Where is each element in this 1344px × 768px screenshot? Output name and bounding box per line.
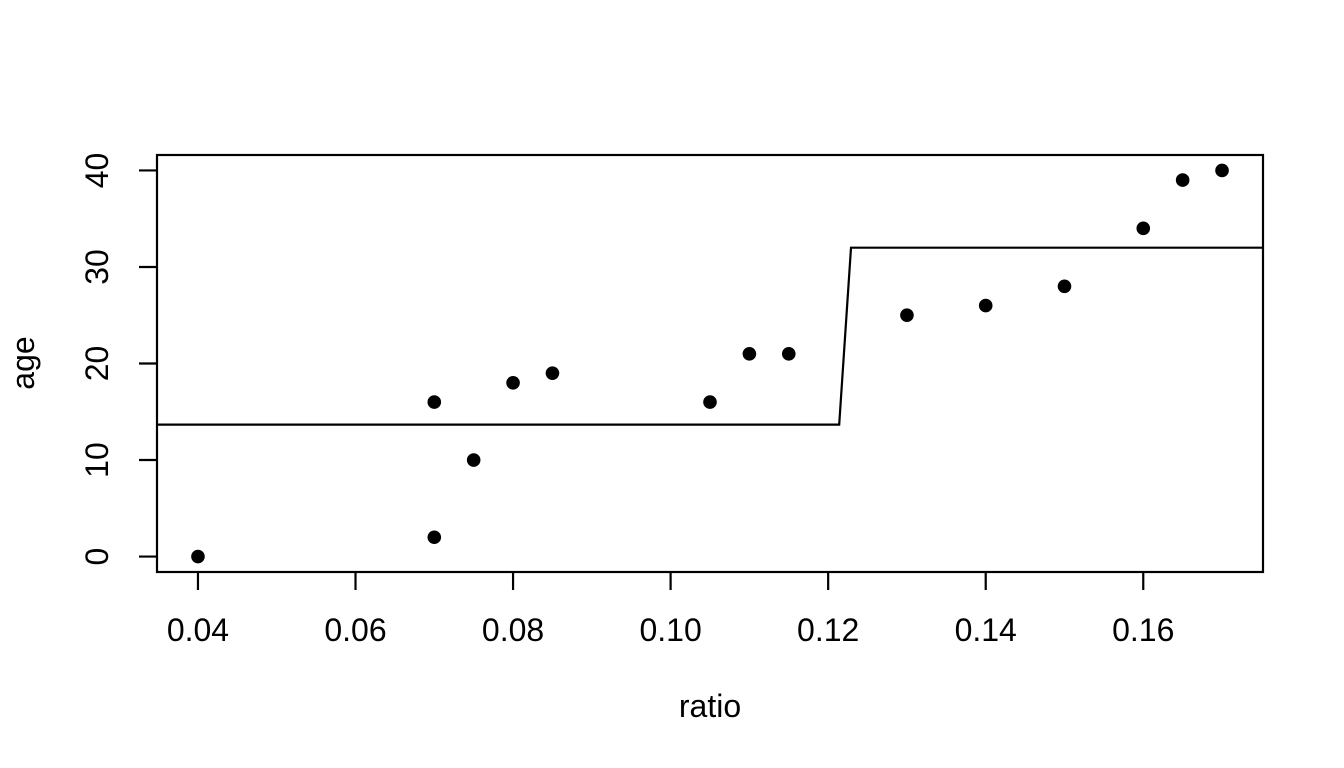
data-point	[191, 549, 205, 564]
x-axis-tick-label: 0.14	[955, 612, 1017, 648]
data-point	[742, 347, 757, 361]
data-point	[978, 298, 993, 313]
y-axis-tick-label: 40	[79, 153, 115, 189]
data-point	[506, 376, 520, 390]
data-point	[427, 530, 442, 545]
x-axis-tick-label: 0.10	[639, 612, 701, 648]
y-axis-tick-label: 20	[79, 346, 115, 382]
x-axis-tick-label: 0.04	[167, 612, 229, 648]
data-point	[703, 395, 717, 409]
y-axis-tick-label: 10	[79, 442, 115, 478]
x-axis-tick-label: 0.06	[324, 612, 386, 648]
y-axis-tick-label: 30	[79, 249, 115, 285]
data-point	[1136, 221, 1151, 236]
data-point	[427, 395, 442, 409]
data-point	[1215, 163, 1229, 178]
y-axis-title: age	[5, 336, 41, 389]
x-axis-tick-label: 0.16	[1112, 612, 1174, 648]
x-axis-title: ratio	[679, 688, 741, 724]
data-point	[900, 308, 914, 323]
step-function-line	[157, 246, 1263, 426]
data-point	[1175, 173, 1190, 187]
data-point	[545, 366, 560, 380]
data-point	[781, 347, 796, 361]
x-axis-tick-label: 0.12	[797, 612, 859, 648]
y-axis-tick-label: 0	[79, 548, 115, 566]
plot-border	[155, 153, 1265, 574]
data-point	[466, 453, 481, 467]
x-axis-tick-label: 0.08	[482, 612, 544, 648]
data-point	[1057, 279, 1072, 294]
